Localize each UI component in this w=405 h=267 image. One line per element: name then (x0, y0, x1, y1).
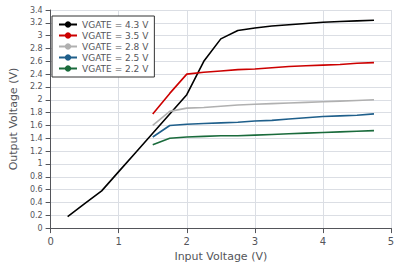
svg-text:VGATE = 2.2 V: VGATE = 2.2 V (82, 64, 149, 74)
svg-text:5: 5 (388, 236, 394, 247)
svg-text:3.2: 3.2 (30, 18, 43, 27)
svg-text:2.4: 2.4 (30, 70, 43, 79)
svg-text:3: 3 (252, 236, 258, 247)
svg-text:2.8: 2.8 (30, 44, 43, 53)
svg-text:1: 1 (38, 159, 43, 168)
svg-text:VGATE = 2.8 V: VGATE = 2.8 V (82, 42, 149, 52)
svg-text:VGATE = 3.5 V: VGATE = 3.5 V (82, 31, 149, 41)
svg-text:1: 1 (116, 236, 122, 247)
svg-text:2: 2 (38, 95, 43, 104)
svg-text:2.6: 2.6 (30, 57, 43, 66)
svg-text:0.8: 0.8 (30, 172, 43, 181)
svg-text:1.8: 1.8 (30, 108, 43, 117)
svg-text:VGATE = 2.5 V: VGATE = 2.5 V (82, 53, 149, 63)
svg-text:VGATE = 4.3 V: VGATE = 4.3 V (82, 20, 149, 30)
svg-text:0.4: 0.4 (30, 198, 43, 207)
svg-text:1.4: 1.4 (30, 134, 43, 143)
svg-text:Input Voltage (V): Input Voltage (V) (174, 250, 267, 263)
svg-text:3: 3 (38, 31, 43, 40)
svg-text:0.2: 0.2 (30, 211, 43, 220)
svg-text:2: 2 (184, 236, 190, 247)
svg-text:0: 0 (47, 236, 53, 247)
svg-text:1.2: 1.2 (30, 147, 43, 156)
svg-text:3.4: 3.4 (30, 6, 43, 15)
svg-text:1.6: 1.6 (30, 121, 43, 130)
svg-text:0: 0 (38, 224, 43, 233)
svg-text:4: 4 (320, 236, 326, 247)
svg-text:Output Voltage (V): Output Voltage (V) (7, 68, 20, 171)
svg-text:0.6: 0.6 (30, 185, 43, 194)
svg-text:2.2: 2.2 (30, 82, 43, 91)
